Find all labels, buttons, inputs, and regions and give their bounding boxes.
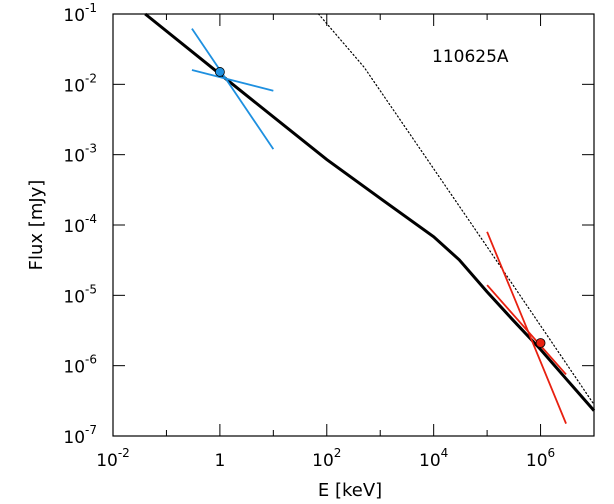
- tick-labels: 10-2 1 102 104 10610-110-210-310-410-510-610…: [63, 1, 555, 471]
- y-tick-label-exponent: -2: [85, 71, 97, 85]
- y-tick-label-exponent: -6: [85, 353, 97, 367]
- x-tick-label-base: 10: [312, 451, 334, 471]
- bowtie-line: [486, 231, 567, 424]
- y-tick-label: 10-2: [63, 71, 97, 96]
- y-tick-label-exponent: -5: [85, 282, 97, 296]
- x-tick-label-exponent: 6: [548, 446, 556, 460]
- x-tick-label: 102: [312, 446, 341, 471]
- y-tick-label-exponent: -1: [85, 1, 97, 15]
- data-point: [535, 338, 546, 348]
- y-tick-label-base: 10: [63, 287, 85, 307]
- series-layer: [144, 12, 596, 412]
- y-tick-label: 10-5: [63, 282, 97, 307]
- y-tick-label-base: 10: [63, 147, 85, 167]
- x-tick-label-base: 10: [96, 451, 118, 471]
- x-tick-label: 10-2: [96, 446, 130, 471]
- x-tick-label-base: 1: [214, 451, 225, 471]
- y-tick-label: 10-7: [63, 423, 97, 448]
- x-tick-label-exponent: 4: [441, 446, 449, 460]
- x-tick-label-base: 10: [526, 451, 548, 471]
- bowtie-line: [191, 28, 275, 150]
- grb-annotation: 110625A: [432, 47, 509, 67]
- y-axis-label: Flux [mJy]: [26, 180, 47, 271]
- plot-frame: [112, 13, 595, 437]
- x-tick-label: 1: [214, 451, 225, 471]
- y-tick-label-exponent: -3: [85, 142, 97, 156]
- dotted-extrapolation-line: [317, 13, 595, 406]
- x-tick-label-exponent: -2: [118, 446, 130, 460]
- y-tick-label: 10-4: [63, 212, 97, 237]
- y-tick-label-exponent: -7: [85, 423, 97, 437]
- axis-ticks: [112, 13, 595, 437]
- y-tick-label: 10-3: [63, 142, 97, 167]
- bowtie-line: [191, 69, 274, 92]
- y-tick-label-base: 10: [63, 358, 85, 378]
- y-tick-label-exponent: -4: [85, 212, 97, 226]
- points-layer: [214, 67, 546, 348]
- x-tick-label-exponent: 2: [334, 446, 342, 460]
- model-spectrum-line: [144, 12, 596, 412]
- y-tick-label-base: 10: [63, 76, 85, 96]
- x-axis-label: E [keV]: [318, 480, 382, 501]
- y-tick-label: 10-1: [63, 1, 97, 26]
- x-tick-label: 104: [419, 446, 448, 471]
- bowtie-layer: [191, 28, 567, 424]
- x-tick-label-base: 10: [419, 451, 441, 471]
- y-tick-label-base: 10: [63, 428, 85, 448]
- y-tick-label-base: 10: [63, 217, 85, 237]
- data-point: [214, 67, 225, 77]
- y-tick-label: 10-6: [63, 353, 97, 378]
- y-tick-label-base: 10: [63, 6, 85, 26]
- x-tick-label: 106: [526, 446, 555, 471]
